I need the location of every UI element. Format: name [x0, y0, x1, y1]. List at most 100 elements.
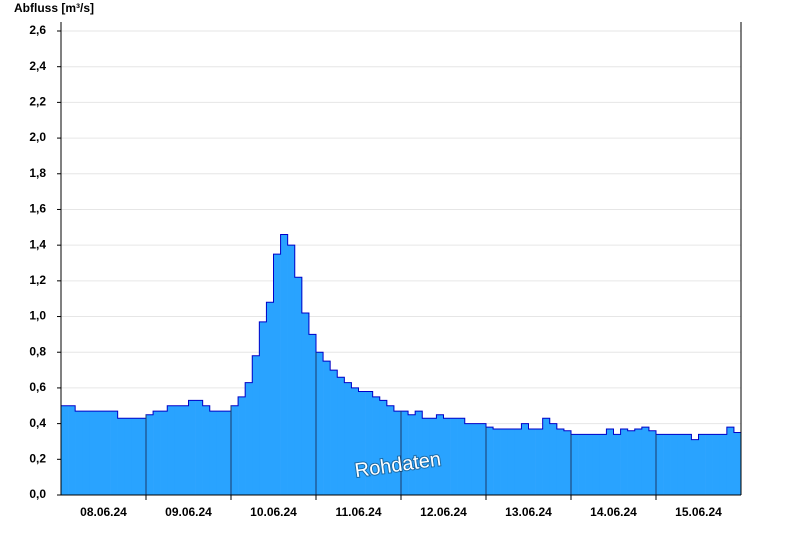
area-step — [301, 312, 310, 495]
area-step — [82, 411, 90, 495]
area-step — [670, 434, 678, 495]
area-step — [677, 434, 685, 495]
area-step — [521, 423, 529, 495]
area-step — [627, 430, 636, 495]
y-tick-label: 0,2 — [29, 451, 46, 465]
area-step — [556, 428, 565, 495]
area-step — [493, 428, 501, 495]
area-step — [160, 411, 168, 495]
area-step — [61, 405, 69, 495]
area-step — [726, 427, 735, 495]
area-step — [691, 439, 699, 495]
area-step — [223, 411, 232, 495]
area-step — [656, 434, 664, 495]
y-tick-label: 0,0 — [29, 487, 46, 501]
area-step — [585, 434, 593, 495]
area-step — [358, 391, 366, 495]
area-step — [188, 400, 196, 495]
area-step — [216, 411, 225, 495]
area-step — [124, 418, 133, 495]
x-tick-label: 10.06.24 — [250, 505, 297, 519]
area-step — [252, 355, 260, 495]
area-step — [719, 434, 728, 495]
area-step — [464, 423, 473, 495]
area-step — [245, 382, 253, 495]
area-step — [563, 430, 572, 495]
y-tick-label: 2,0 — [29, 130, 46, 144]
area-step — [259, 321, 267, 495]
area-step — [202, 405, 211, 495]
area-step — [698, 434, 706, 495]
area-step — [634, 428, 643, 495]
area-step — [486, 427, 494, 495]
area-step — [471, 423, 480, 495]
area-step — [167, 405, 175, 495]
area-step — [514, 428, 522, 495]
area-step — [372, 396, 381, 495]
area-step — [549, 423, 558, 495]
area-step — [117, 418, 126, 495]
area-step — [648, 430, 657, 495]
area-step — [266, 302, 274, 495]
area-step — [103, 411, 111, 495]
area-step — [542, 418, 551, 495]
area-step — [457, 418, 466, 495]
area-step — [308, 334, 317, 495]
area-step — [146, 414, 154, 495]
area-step — [663, 434, 671, 495]
y-tick-label: 2,4 — [29, 59, 46, 73]
y-tick-label: 0,8 — [29, 344, 46, 358]
area-step — [684, 434, 692, 495]
area-step — [89, 411, 97, 495]
area-step — [280, 234, 288, 495]
x-tick-label: 11.06.24 — [335, 505, 381, 519]
area-step — [316, 352, 324, 495]
area-step — [294, 277, 303, 495]
area-step — [443, 418, 451, 495]
area-step — [408, 414, 416, 495]
x-tick-label: 13.06.24 — [505, 505, 552, 519]
area-step — [379, 400, 388, 495]
y-tick-label: 0,6 — [29, 380, 46, 394]
area-step — [110, 411, 118, 495]
area-step — [401, 411, 409, 495]
area-step — [231, 405, 239, 495]
area-step — [393, 411, 402, 495]
area-step — [606, 428, 614, 495]
area-step — [507, 428, 515, 495]
y-tick-label: 1,8 — [29, 166, 46, 180]
area-step — [641, 427, 650, 495]
area-step — [68, 405, 76, 495]
area-step — [138, 418, 147, 495]
area-step — [578, 434, 586, 495]
area-step — [323, 361, 331, 495]
area-step — [287, 245, 296, 495]
area-step — [238, 396, 246, 495]
y-axis-label: Abfluss [m³/s] — [14, 1, 94, 15]
area-step — [209, 411, 218, 495]
area-step — [337, 377, 345, 495]
outline — [61, 233, 741, 441]
area-step — [478, 423, 487, 495]
y-tick-label: 2,2 — [29, 95, 46, 109]
area-step — [613, 434, 621, 495]
area-step — [386, 405, 395, 495]
area-step — [153, 411, 161, 495]
x-tick-label: 08.06.24 — [80, 505, 127, 519]
y-tick-label: 0,4 — [29, 416, 46, 430]
area-step — [131, 418, 140, 495]
area-step — [450, 418, 458, 495]
area-step — [415, 411, 423, 495]
area-step — [330, 370, 338, 495]
area-step — [436, 414, 444, 495]
area-step — [500, 428, 508, 495]
area-step — [273, 254, 281, 495]
x-tick-label: 15.06.24 — [675, 505, 722, 519]
area-step — [571, 434, 579, 495]
y-tick-label: 2,6 — [29, 23, 46, 37]
area-step — [528, 428, 536, 495]
area-step — [705, 434, 713, 495]
area-step — [429, 418, 437, 495]
y-tick-label: 1,6 — [29, 202, 46, 216]
